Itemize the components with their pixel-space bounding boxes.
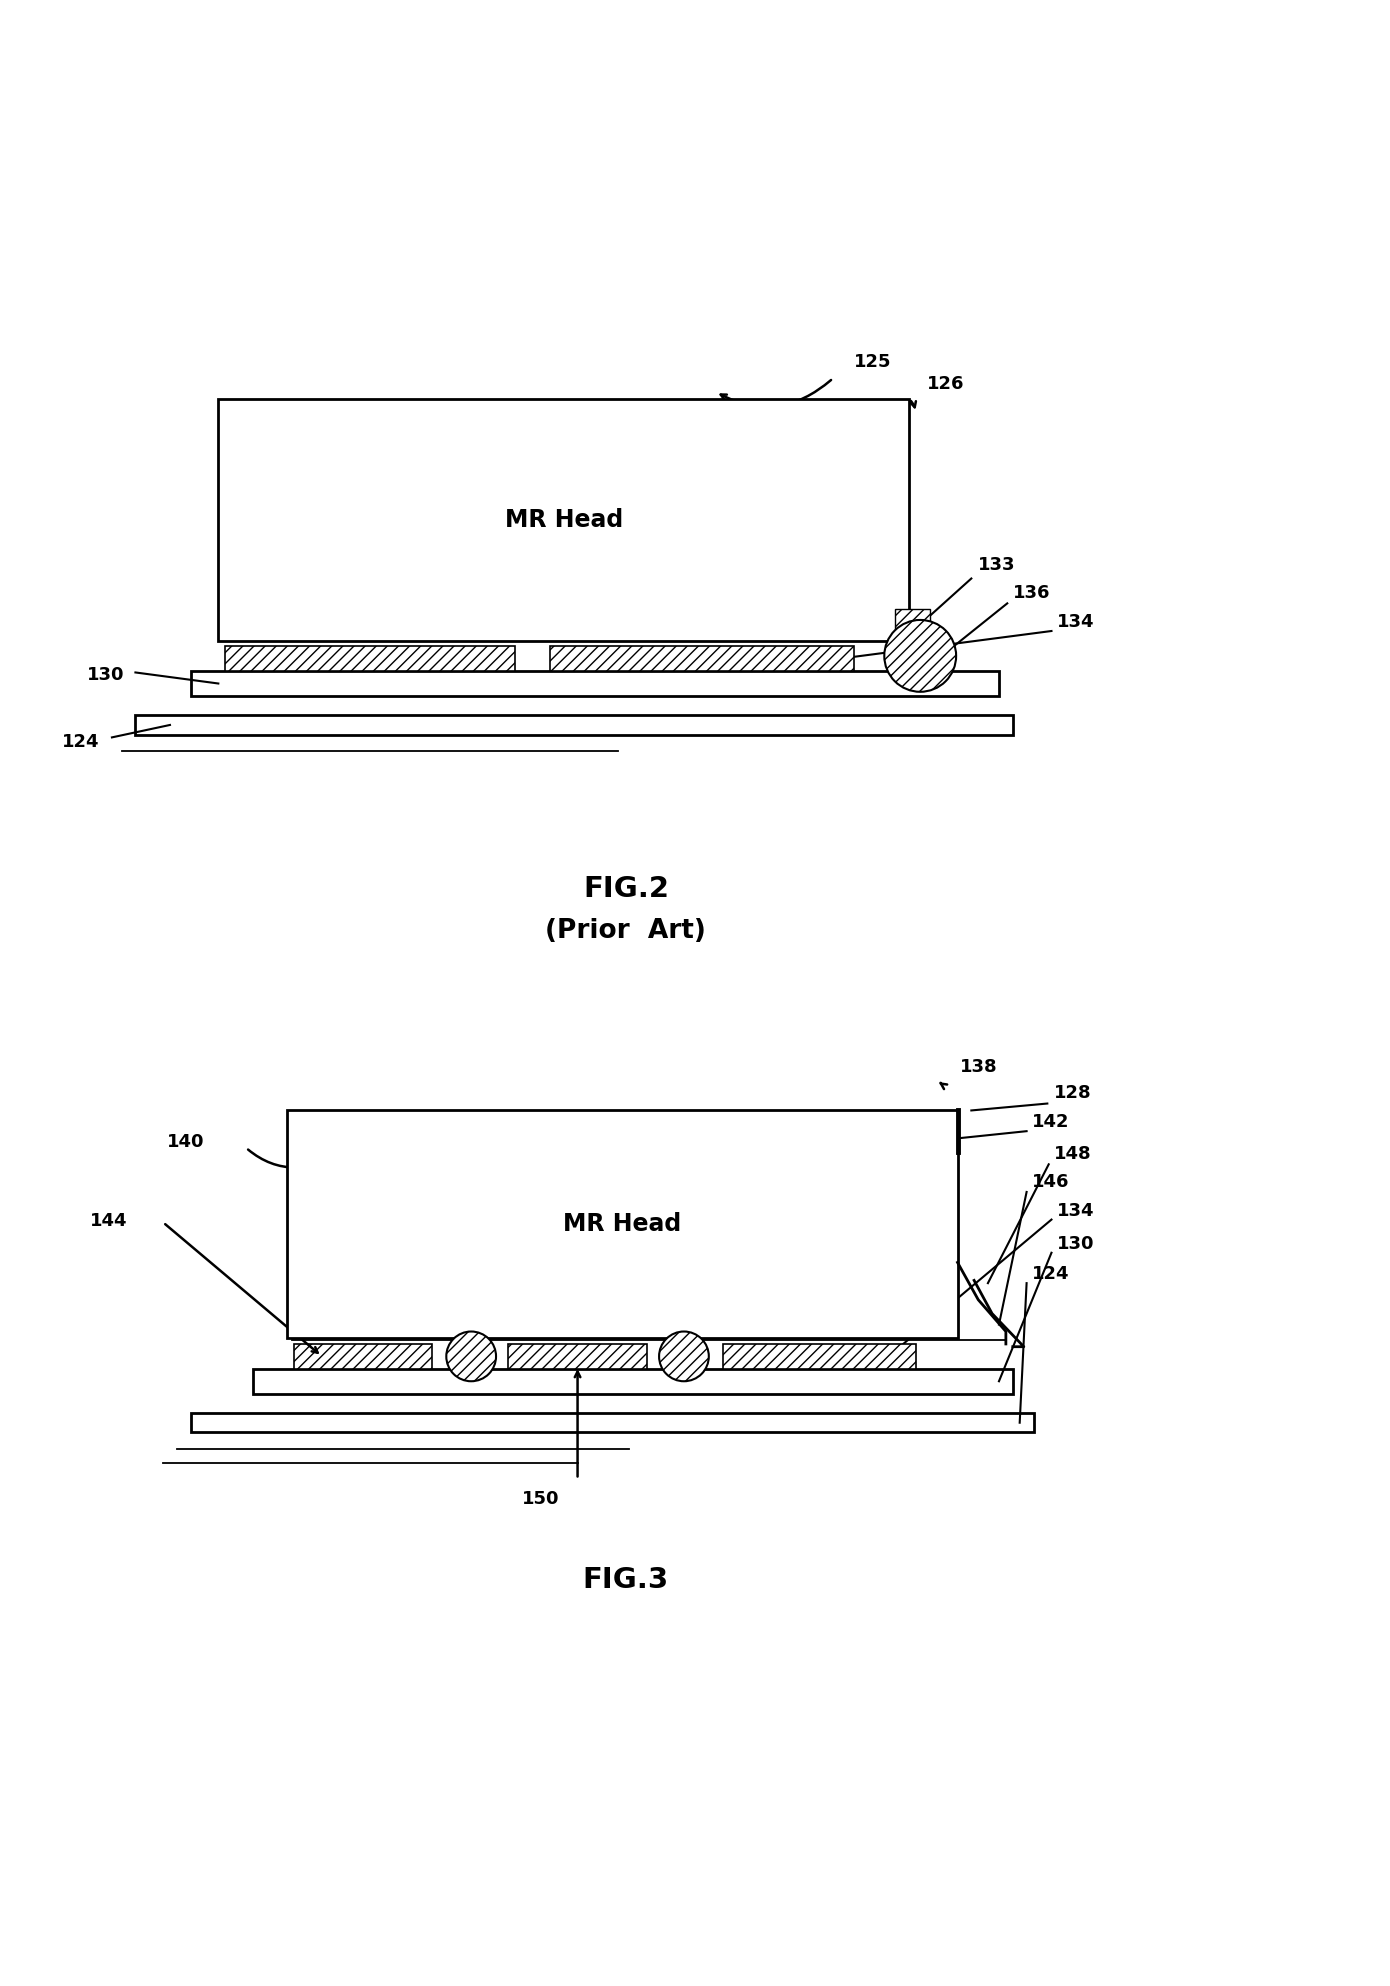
Bar — [190, 1412, 1034, 1432]
Text: 125: 125 — [853, 354, 891, 371]
Text: (Prior  Art): (Prior Art) — [545, 918, 706, 943]
Text: 134: 134 — [1056, 614, 1094, 632]
Text: 138: 138 — [960, 1059, 998, 1076]
Bar — [135, 715, 1013, 735]
Bar — [550, 645, 853, 671]
Text: MR Head: MR Head — [563, 1211, 681, 1237]
Text: 130: 130 — [88, 665, 125, 685]
Circle shape — [659, 1331, 709, 1380]
Text: FIG.2: FIG.2 — [582, 876, 669, 904]
Text: 144: 144 — [90, 1211, 128, 1229]
Circle shape — [884, 620, 956, 691]
Bar — [218, 399, 909, 641]
Bar — [509, 1345, 646, 1368]
Text: 133: 133 — [979, 556, 1016, 574]
Text: 124: 124 — [1033, 1265, 1070, 1283]
Text: 150: 150 — [521, 1490, 559, 1509]
Text: 126: 126 — [927, 375, 965, 393]
Text: MR Head: MR Head — [505, 508, 623, 532]
Text: 140: 140 — [167, 1134, 204, 1152]
Circle shape — [446, 1331, 496, 1380]
Text: 134: 134 — [1056, 1202, 1094, 1219]
Text: 142: 142 — [1033, 1114, 1070, 1132]
Bar — [288, 1110, 958, 1339]
Text: 130: 130 — [1056, 1235, 1094, 1253]
Text: 148: 148 — [1054, 1146, 1093, 1164]
Bar — [225, 645, 516, 671]
Text: 146: 146 — [1033, 1172, 1070, 1190]
Bar — [723, 1345, 916, 1368]
Text: 136: 136 — [1013, 584, 1051, 602]
Bar — [190, 671, 999, 695]
Text: 124: 124 — [63, 733, 100, 751]
Text: 128: 128 — [1054, 1084, 1093, 1102]
Bar — [253, 1368, 1013, 1394]
Bar — [295, 1345, 432, 1368]
Text: FIG.3: FIG.3 — [582, 1567, 669, 1595]
Bar — [895, 610, 930, 671]
